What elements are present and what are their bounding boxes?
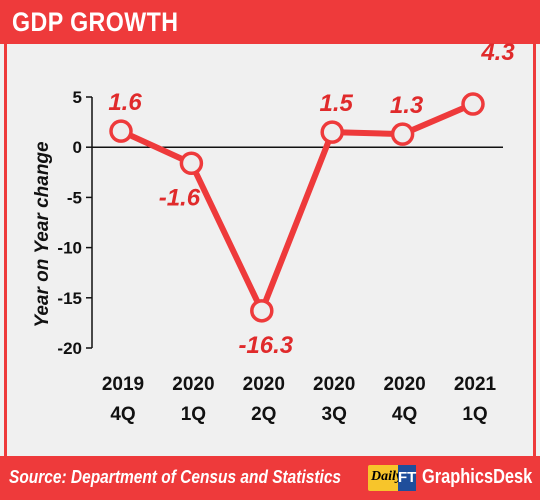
data-point xyxy=(320,120,344,144)
data-point xyxy=(390,122,415,146)
x-tick-label: 2020 4Q xyxy=(383,374,425,425)
data-point xyxy=(461,92,485,116)
y-tick-label: -5 xyxy=(67,188,82,207)
x-tick-label: 2019 4Q xyxy=(102,374,144,425)
data-point xyxy=(109,119,133,143)
y-tick-label: 5 xyxy=(73,88,82,107)
data-label: 1.6 xyxy=(108,89,142,116)
series-line xyxy=(118,101,476,314)
brand-graphics-desk: GraphicsDesk xyxy=(422,466,533,488)
data-label: -16.3 xyxy=(238,332,293,359)
brand-ft-badge: FT xyxy=(398,465,416,491)
y-tick-label: -20 xyxy=(57,339,82,358)
chart-title: GDP GROWTH xyxy=(12,7,179,37)
x-tick-label: 2020 3Q xyxy=(313,374,355,425)
footer-bar: Source: Department of Census and Statist… xyxy=(0,456,540,500)
data-label: -1.6 xyxy=(159,184,201,211)
data-point xyxy=(179,151,204,176)
y-tick-label: 0 xyxy=(73,138,82,157)
data-point xyxy=(250,299,274,323)
x-tick-label: 2020 2Q xyxy=(243,374,285,425)
x-tick-label: 2020 1Q xyxy=(172,374,214,425)
brand-logo: Daily FT GraphicsDesk xyxy=(368,463,532,493)
y-axis-label: Year on Year change xyxy=(32,141,53,328)
source-note: Source: Department of Census and Statist… xyxy=(9,467,342,487)
data-label: 1.3 xyxy=(390,92,424,119)
y-tick-label: -15 xyxy=(57,289,82,308)
brand-daily-text: Daily xyxy=(371,469,403,484)
header-bar: GDP GROWTH xyxy=(0,0,540,44)
x-tick-label: 2021 1Q xyxy=(454,374,497,425)
data-label: 4.3 xyxy=(480,39,515,66)
y-tick-label: -10 xyxy=(57,239,82,258)
data-label: 1.5 xyxy=(320,90,354,117)
